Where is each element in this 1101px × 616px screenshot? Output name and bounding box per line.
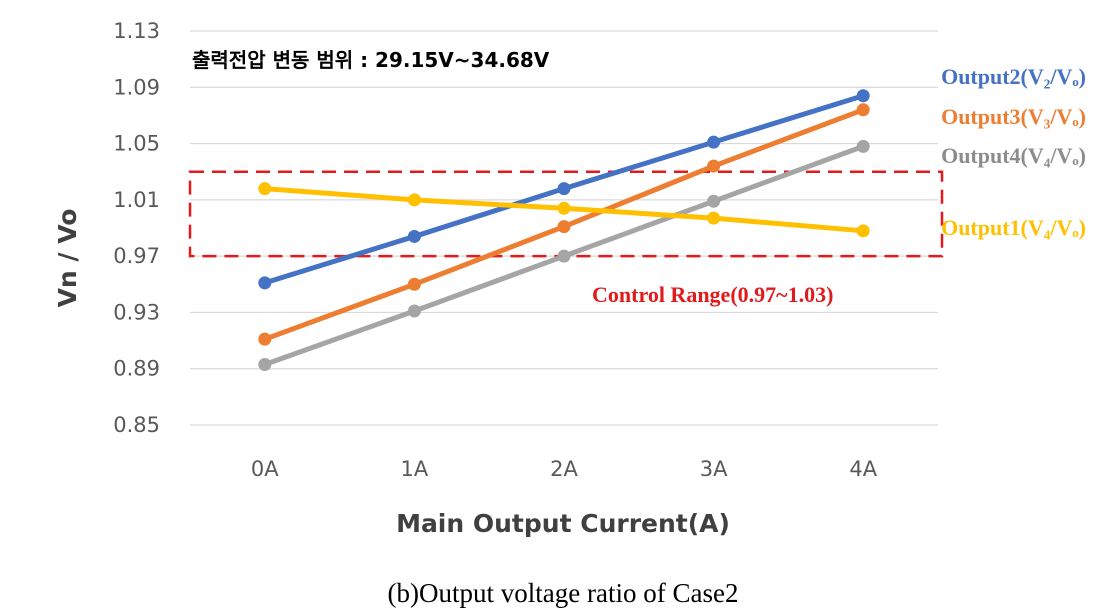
x-tick-label: 3A xyxy=(700,457,728,481)
data-point xyxy=(557,182,571,196)
y-tick-label: 0.85 xyxy=(113,413,160,437)
data-point xyxy=(707,211,721,225)
x-tick-label: 1A xyxy=(401,457,429,481)
data-point xyxy=(856,139,870,153)
series-labels: Output2(V₂/Vₒ) Output3(V₃/Vₒ) Output4(V₄/V… xyxy=(941,64,1086,240)
series-label-3: Output4(V₄/Vₒ) xyxy=(941,143,1086,168)
data-point xyxy=(856,89,870,103)
series-label-4: Output1(V₄/Vₒ) xyxy=(941,215,1086,240)
data-point xyxy=(258,276,272,290)
y-tick-label: 1.09 xyxy=(113,75,160,99)
voltage-range-annotation: 출력전압 변동 범위 : 29.15V~34.68V xyxy=(192,48,550,72)
series-label-2: Output3(V₃/Vₒ) xyxy=(941,104,1086,129)
data-point xyxy=(557,249,571,263)
x-tick-label: 0A xyxy=(251,457,279,481)
y-tick-label: 1.05 xyxy=(113,132,160,156)
control-range-label: Control Range(0.97~1.03) xyxy=(592,282,833,307)
data-point xyxy=(258,182,272,196)
y-tick-labels: 1.13 1.09 1.05 1.01 0.97 0.93 0.89 0.85 xyxy=(113,19,160,437)
data-point xyxy=(407,277,421,291)
y-tick-label: 0.89 xyxy=(113,357,160,381)
data-point xyxy=(557,220,571,234)
series-label-1: Output2(V₂/Vₒ) xyxy=(941,64,1086,89)
figure-caption: (b)Output voltage ratio of Case2 xyxy=(388,578,739,608)
data-point xyxy=(407,193,421,207)
y-tick-label: 0.97 xyxy=(113,244,160,268)
series-group xyxy=(258,89,870,371)
x-tick-labels: 0A 1A 2A 3A 4A xyxy=(251,457,878,481)
x-axis-title: Main Output Current(A) xyxy=(396,509,730,538)
data-point xyxy=(707,194,721,208)
y-tick-label: 0.93 xyxy=(113,300,160,324)
x-tick-label: 4A xyxy=(849,457,877,481)
data-point xyxy=(856,224,870,238)
data-point xyxy=(707,159,721,173)
data-point xyxy=(707,135,721,149)
data-point xyxy=(407,304,421,318)
y-tick-label: 1.01 xyxy=(113,188,160,212)
y-axis-title: Vn / Vo xyxy=(53,209,82,308)
y-tick-label: 1.13 xyxy=(113,19,160,43)
data-point xyxy=(407,229,421,243)
data-point xyxy=(258,332,272,346)
data-point xyxy=(258,357,272,371)
data-point xyxy=(856,103,870,117)
data-point xyxy=(557,201,571,215)
x-tick-label: 2A xyxy=(550,457,578,481)
